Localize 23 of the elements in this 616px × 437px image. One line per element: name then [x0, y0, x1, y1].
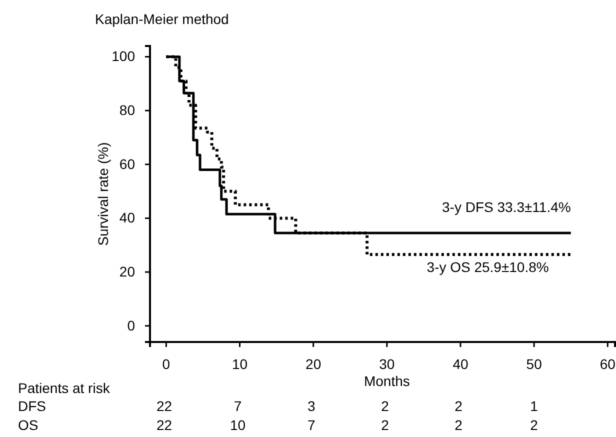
x-tick-label: 60	[600, 356, 616, 372]
text: OS	[18, 417, 38, 433]
x-tick-label: 30	[379, 356, 395, 372]
y-tick-label: 0	[127, 317, 136, 334]
x-tick-label: 10	[232, 356, 248, 372]
annotation: 3-y DFS 33.3±11.4%	[442, 199, 571, 215]
x-axis-title: Months	[364, 373, 410, 389]
x-tick-label: 0	[162, 356, 170, 372]
y-axis-title: Survival rate (%)	[95, 142, 111, 246]
y-tick-label: 80	[119, 102, 136, 118]
x-tick-label: 20	[306, 356, 322, 372]
y-tick-label: 40	[119, 210, 136, 226]
x-tick-label: 40	[452, 356, 468, 372]
text: Patients at risk	[18, 380, 111, 396]
text: 22 10 7 2 2 2	[156, 417, 538, 433]
chart-title: Kaplan-Meier method	[95, 11, 229, 27]
x-tick-label: 50	[526, 356, 542, 372]
y-tick-label: 100	[112, 48, 136, 64]
y-tick-label: 20	[119, 264, 136, 280]
text: DFS	[18, 398, 46, 414]
y-tick-label: 60	[119, 156, 136, 172]
text: 22 7 3 2 2 1	[156, 398, 538, 414]
annotation: 3-y OS 25.9±10.8%	[426, 259, 549, 275]
